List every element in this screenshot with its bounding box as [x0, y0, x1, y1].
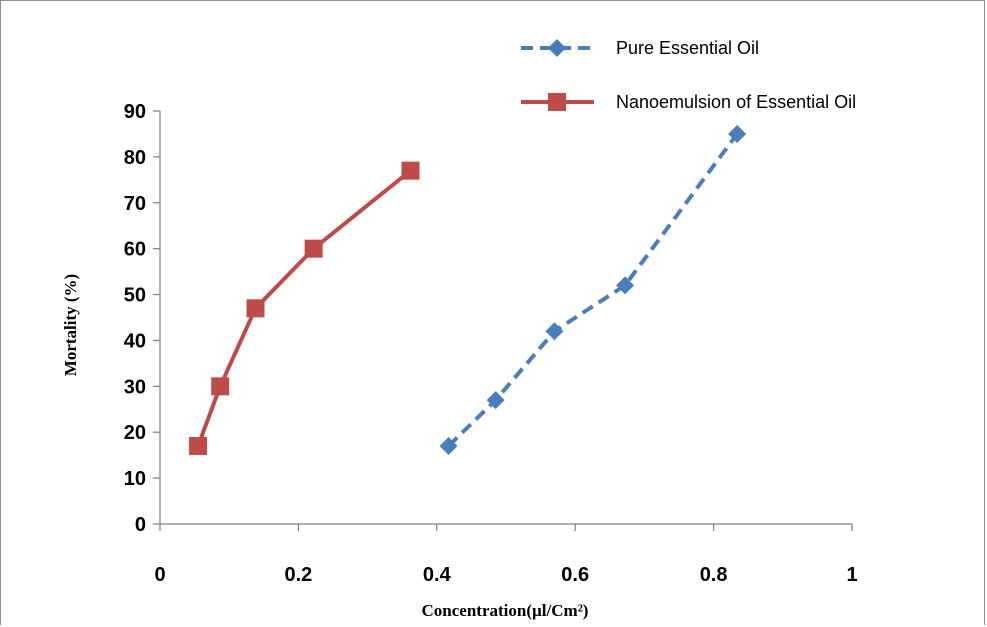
x-axis-title: Concentration(µl/Cm²)	[422, 601, 589, 620]
data-point-nanoemulsion	[401, 161, 420, 180]
data-point-pure-essential-oil	[545, 322, 564, 341]
series-layer	[189, 124, 747, 455]
y-tick-label: 90	[124, 101, 146, 123]
data-point-nanoemulsion	[304, 239, 323, 258]
data-point-nanoemulsion	[246, 299, 265, 318]
x-tick-label: 0.4	[423, 564, 452, 586]
y-ticks: 0 10 20 30 40 50 60 70 80 90	[124, 101, 160, 536]
y-tick-label: 0	[135, 514, 146, 536]
y-tick-label: 50	[124, 285, 146, 307]
data-point-pure-essential-oil	[439, 436, 458, 455]
y-tick-label: 40	[124, 330, 146, 352]
data-point-pure-essential-oil	[486, 391, 505, 410]
legend-marker-nanoemulsion	[548, 93, 566, 111]
data-point-pure-essential-oil	[616, 276, 635, 295]
x-tick-label: 0	[154, 564, 165, 586]
x-tick-label: 0.2	[284, 564, 312, 586]
legend-label-nanoemulsion: Nanoemulsion of Essential Oil	[616, 92, 856, 112]
legend-label-pure-essential-oil: Pure Essential Oil	[616, 38, 759, 58]
y-axis-title: Mortality (%)	[61, 274, 80, 376]
x-tick-label: 0.6	[561, 564, 589, 586]
y-tick-label: 30	[124, 376, 146, 398]
data-point-nanoemulsion	[189, 436, 208, 455]
data-point-pure-essential-oil	[728, 124, 747, 143]
x-tick-label: 0.8	[700, 564, 728, 586]
data-point-nanoemulsion	[211, 377, 230, 396]
y-tick-label: 60	[124, 239, 146, 261]
legend-item-nanoemulsion: Nanoemulsion of Essential Oil	[521, 92, 856, 112]
series-line-nanoemulsion	[196, 169, 412, 447]
x-tick-label: 1	[846, 564, 857, 586]
y-tick-label: 10	[124, 468, 146, 490]
y-tick-label: 70	[124, 193, 146, 215]
y-tick-label: 80	[124, 147, 146, 169]
axes	[159, 111, 852, 525]
legend-item-pure-essential-oil: Pure Essential Oil	[521, 38, 759, 58]
legend: Pure Essential Oil Nanoemulsion of Essen…	[521, 38, 856, 112]
y-tick-label: 20	[124, 422, 146, 444]
legend-marker-pure-essential-oil	[548, 39, 566, 57]
x-ticks: 0 0.2 0.4 0.6 0.8 1	[154, 524, 858, 586]
